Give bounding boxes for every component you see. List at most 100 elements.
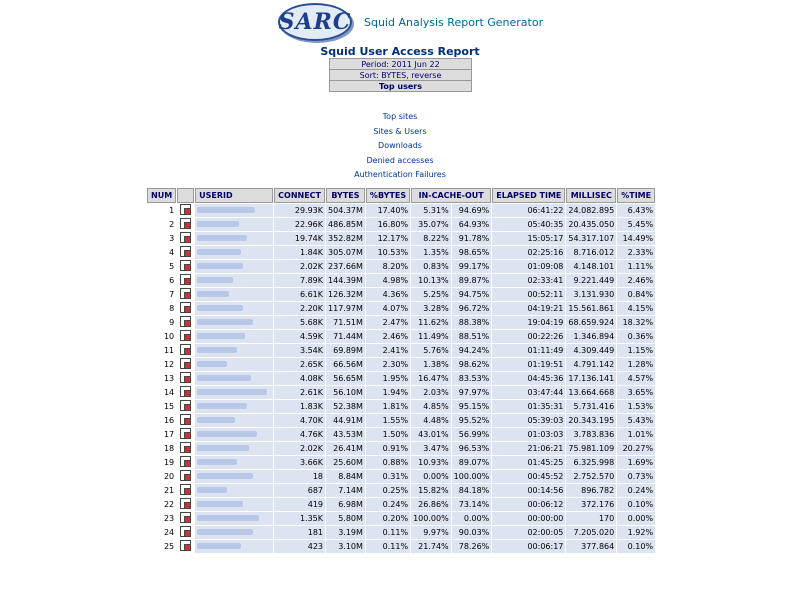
col-millisec[interactable]: MILLISEC: [566, 188, 617, 203]
graph-report-icon[interactable]: [180, 232, 192, 243]
graph-report-icon[interactable]: [177, 400, 195, 413]
graph-report-icon[interactable]: [180, 246, 192, 257]
userid-redacted[interactable]: [197, 235, 248, 241]
graph-report-icon[interactable]: [180, 274, 192, 285]
graph-report-icon[interactable]: [180, 372, 192, 383]
graph-report-icon[interactable]: [180, 344, 192, 355]
graph-report-icon[interactable]: [177, 260, 195, 273]
graph-report-icon[interactable]: [180, 316, 192, 327]
userid-redacted[interactable]: [197, 361, 228, 367]
graph-report-icon[interactable]: [177, 484, 195, 497]
link-top-sites[interactable]: Top sites: [382, 112, 418, 121]
userid-redacted[interactable]: [197, 389, 268, 395]
graph-report-icon[interactable]: [177, 204, 195, 217]
col-userid[interactable]: USERID: [195, 188, 274, 203]
userid-link[interactable]: [195, 232, 274, 245]
userid-redacted[interactable]: [197, 333, 246, 339]
userid-redacted[interactable]: [197, 529, 254, 535]
graph-report-icon[interactable]: [180, 428, 192, 439]
graph-report-icon[interactable]: [177, 372, 195, 385]
userid-link[interactable]: [195, 358, 274, 371]
graph-report-icon[interactable]: [177, 414, 195, 427]
graph-report-icon[interactable]: [180, 302, 192, 313]
link-sites-users[interactable]: Sites & Users: [373, 126, 427, 136]
userid-link[interactable]: [195, 526, 274, 539]
graph-report-icon[interactable]: [180, 288, 192, 299]
userid-link[interactable]: [195, 246, 274, 259]
userid-link[interactable]: [195, 540, 274, 553]
graph-report-icon[interactable]: [177, 512, 195, 525]
userid-link[interactable]: [195, 470, 274, 483]
userid-link[interactable]: [195, 274, 274, 287]
col-ptime[interactable]: %TIME: [617, 188, 656, 203]
graph-report-icon[interactable]: [177, 526, 195, 539]
userid-redacted[interactable]: [197, 515, 260, 521]
graph-report-icon[interactable]: [180, 512, 192, 523]
userid-link[interactable]: [195, 302, 274, 315]
userid-link[interactable]: [195, 456, 274, 469]
graph-report-icon[interactable]: [177, 344, 195, 357]
userid-redacted[interactable]: [197, 473, 254, 479]
graph-report-icon[interactable]: [177, 218, 195, 231]
userid-redacted[interactable]: [197, 375, 252, 381]
graph-report-icon[interactable]: [177, 288, 195, 301]
col-connect[interactable]: CONNECT: [274, 188, 326, 203]
userid-link[interactable]: [195, 498, 274, 511]
userid-redacted[interactable]: [197, 249, 242, 255]
graph-report-icon[interactable]: [180, 414, 192, 425]
graph-report-icon[interactable]: [180, 540, 192, 551]
graph-report-icon[interactable]: [180, 330, 192, 341]
userid-redacted[interactable]: [197, 403, 248, 409]
graph-report-icon[interactable]: [180, 470, 192, 481]
userid-link[interactable]: [195, 414, 274, 427]
graph-report-icon[interactable]: [177, 456, 195, 469]
userid-link[interactable]: [195, 344, 274, 357]
graph-report-icon[interactable]: [180, 204, 192, 215]
userid-redacted[interactable]: [197, 305, 244, 311]
col-bytes[interactable]: BYTES: [326, 188, 365, 203]
userid-redacted[interactable]: [197, 543, 242, 549]
userid-link[interactable]: [195, 484, 274, 497]
graph-report-icon[interactable]: [180, 386, 192, 397]
userid-redacted[interactable]: [197, 459, 238, 465]
userid-redacted[interactable]: [197, 277, 234, 283]
userid-link[interactable]: [195, 428, 274, 441]
userid-redacted[interactable]: [197, 501, 244, 507]
sarg-logo[interactable]: SARC: [278, 3, 352, 41]
userid-redacted[interactable]: [197, 291, 230, 297]
userid-link[interactable]: [195, 442, 274, 455]
graph-report-icon[interactable]: [177, 442, 195, 455]
userid-link[interactable]: [195, 204, 274, 217]
col-elapsed-time[interactable]: ELAPSED TIME: [492, 188, 566, 203]
app-title[interactable]: Squid Analysis Report Generator: [364, 15, 544, 29]
graph-report-icon[interactable]: [177, 330, 195, 343]
graph-report-icon[interactable]: [177, 274, 195, 287]
graph-report-icon[interactable]: [180, 358, 192, 369]
userid-redacted[interactable]: [197, 207, 256, 213]
graph-report-icon[interactable]: [177, 386, 195, 399]
graph-report-icon[interactable]: [177, 428, 195, 441]
graph-report-icon[interactable]: [177, 470, 195, 483]
userid-link[interactable]: [195, 372, 274, 385]
graph-report-icon[interactable]: [177, 232, 195, 245]
userid-redacted[interactable]: [197, 347, 238, 353]
graph-report-icon[interactable]: [180, 526, 192, 537]
graph-report-icon[interactable]: [177, 302, 195, 315]
graph-report-icon[interactable]: [177, 540, 195, 553]
col-in-cache-out[interactable]: IN-CACHE-OUT: [411, 188, 492, 203]
userid-redacted[interactable]: [197, 445, 250, 451]
graph-report-icon[interactable]: [180, 456, 192, 467]
userid-redacted[interactable]: [197, 417, 236, 423]
col-pbytes[interactable]: %BYTES: [365, 188, 411, 203]
userid-link[interactable]: [195, 218, 274, 231]
graph-report-icon[interactable]: [177, 358, 195, 371]
userid-link[interactable]: [195, 512, 274, 525]
userid-link[interactable]: [195, 400, 274, 413]
link-denied-accesses[interactable]: Denied accesses: [366, 155, 434, 165]
userid-redacted[interactable]: [197, 263, 244, 269]
userid-link[interactable]: [195, 330, 274, 343]
graph-report-icon[interactable]: [180, 260, 192, 271]
col-num[interactable]: NUM: [147, 188, 177, 203]
graph-report-icon[interactable]: [177, 316, 195, 329]
userid-redacted[interactable]: [197, 319, 254, 325]
